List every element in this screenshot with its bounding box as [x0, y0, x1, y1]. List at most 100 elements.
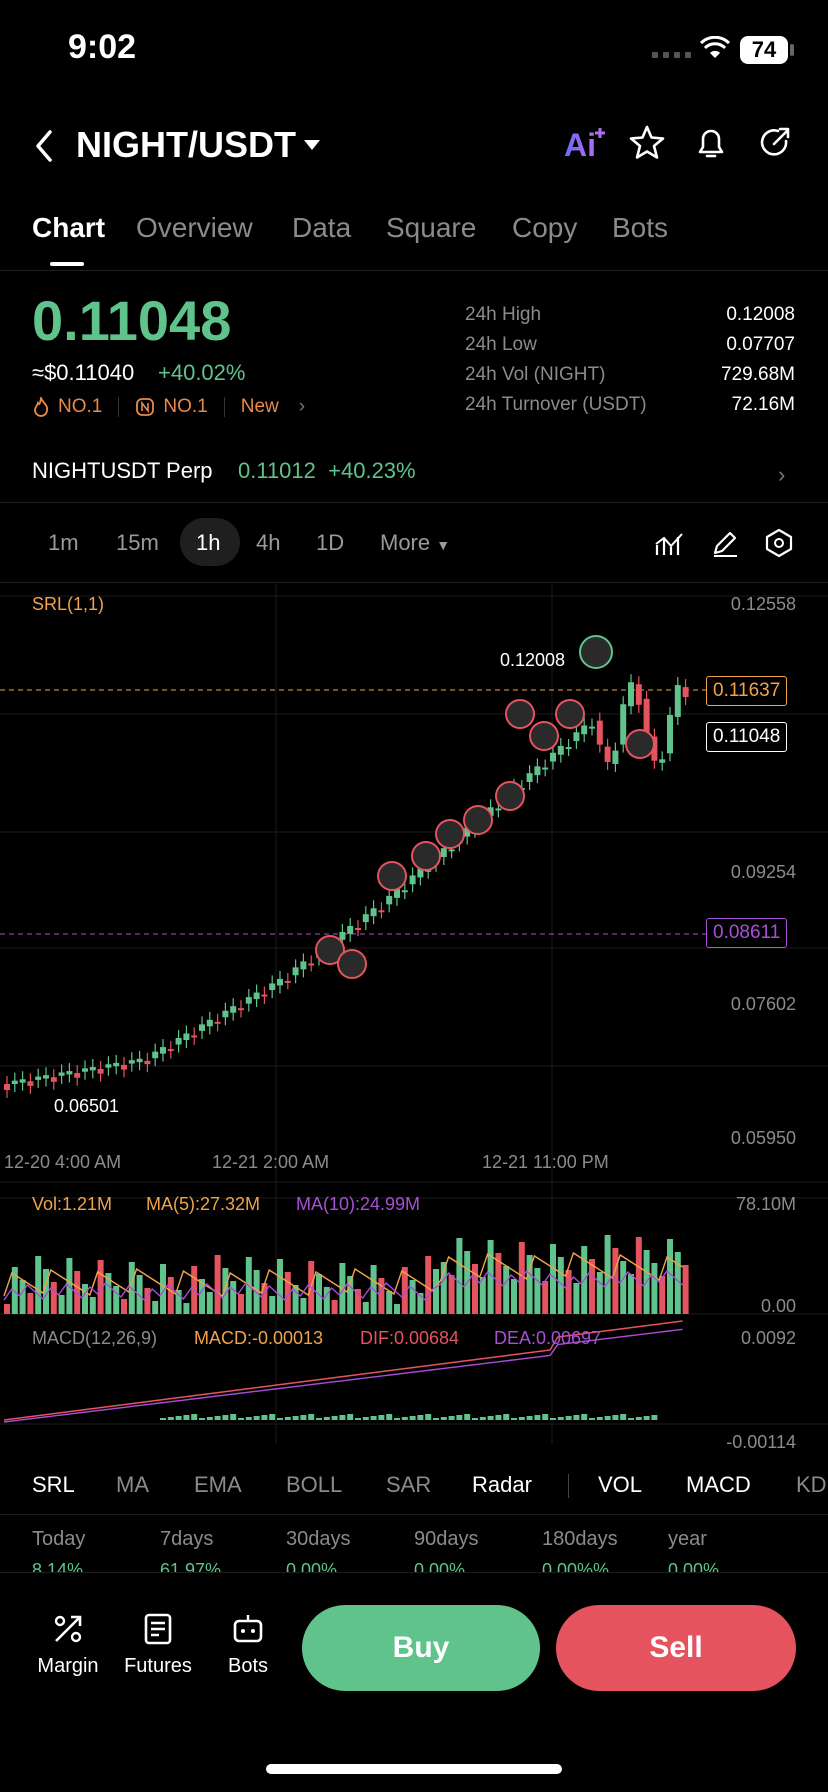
volume-bar	[417, 1293, 424, 1314]
volume-bar	[183, 1303, 190, 1314]
candle	[440, 848, 447, 857]
margin-nav[interactable]: Margin	[28, 1609, 108, 1678]
macd-value: MACD:-0.00013	[194, 1328, 324, 1348]
volume-bar	[378, 1278, 385, 1314]
macd-bar	[417, 1415, 424, 1420]
volume-bar	[456, 1238, 463, 1314]
buy-button[interactable]: Buy	[302, 1605, 540, 1691]
indicator-kd[interactable]: KD	[796, 1472, 827, 1497]
y-tick-label: 0.12558	[730, 594, 796, 614]
macd-bar	[448, 1416, 455, 1420]
star-icon[interactable]	[628, 124, 666, 162]
avatar-marker	[337, 949, 367, 979]
back-arrow-icon[interactable]	[32, 128, 56, 164]
avatar-marker	[529, 721, 559, 751]
dea-line	[3, 1328, 683, 1423]
macd-bar	[581, 1414, 588, 1420]
candle	[347, 926, 354, 934]
price-chart[interactable]: SRL(1,1) 0.12558 0.09254 0.07602 0.05950…	[0, 584, 828, 1452]
volume-bar	[409, 1280, 416, 1314]
tab-square[interactable]: Square	[386, 212, 477, 243]
period-label: 90days	[414, 1528, 479, 1550]
macd-bar	[596, 1417, 603, 1420]
interval-4h[interactable]: 4h	[256, 530, 281, 555]
home-indicator[interactable]	[266, 1764, 562, 1774]
bots-nav[interactable]: Bots	[208, 1609, 288, 1678]
new-label[interactable]: New	[240, 396, 279, 417]
indicator-boll[interactable]: BOLL	[286, 1472, 343, 1497]
volume-bar	[674, 1252, 681, 1314]
current-price-tag[interactable]: 0.11048	[706, 722, 788, 752]
volume-bar	[573, 1283, 580, 1314]
macd-bar	[292, 1416, 299, 1420]
sell-button[interactable]: Sell	[556, 1605, 796, 1691]
pair-title[interactable]: NIGHT/USDT	[76, 124, 296, 165]
candlestick-chart[interactable]	[0, 584, 828, 1444]
macd-bar	[503, 1414, 510, 1420]
candle	[19, 1079, 26, 1083]
candle	[89, 1067, 96, 1071]
indicator-macd[interactable]: MACD	[686, 1472, 751, 1497]
rank-hot[interactable]: NO.1	[58, 396, 103, 417]
chevron-right-icon[interactable]: ›	[298, 396, 306, 417]
share-icon[interactable]	[756, 124, 794, 162]
candle	[604, 746, 611, 762]
candle	[339, 931, 346, 940]
indicator-ema[interactable]: EMA	[194, 1472, 242, 1497]
macd-bar	[651, 1415, 658, 1420]
interval-1d[interactable]: 1D	[316, 530, 345, 555]
volume-bar	[74, 1271, 81, 1314]
x-tick-label: 12-20 4:00 AM	[4, 1152, 122, 1172]
volume-bar	[284, 1272, 291, 1314]
pencil-icon[interactable]	[710, 528, 740, 558]
pair-dropdown-caret-icon[interactable]	[304, 140, 320, 150]
macd-bar	[456, 1415, 463, 1420]
indicator-radar[interactable]: Radar	[472, 1472, 532, 1497]
indicator-sar[interactable]: SAR	[386, 1472, 432, 1497]
indicator-ma[interactable]: MA	[116, 1472, 149, 1497]
candle	[487, 807, 494, 817]
stat-row: 24h Low 0.07707	[465, 334, 795, 364]
stat-row: 24h Vol (NIGHT) 729.68M	[465, 364, 795, 394]
macd-bar	[573, 1415, 580, 1420]
tab-overview[interactable]: Overview	[136, 212, 253, 243]
macd-bar	[565, 1416, 572, 1420]
tab-data[interactable]: Data	[292, 212, 352, 243]
rank-new[interactable]: NO.1	[163, 396, 208, 417]
stat-value: 729.68M	[721, 364, 795, 385]
vol-label: Vol:1.21M	[32, 1194, 113, 1214]
candle	[550, 752, 556, 762]
interval-1m[interactable]: 1m	[48, 530, 79, 555]
candle	[199, 1024, 205, 1031]
bell-icon[interactable]	[692, 124, 730, 162]
candle	[612, 750, 619, 764]
chevron-right-icon[interactable]: ›	[778, 462, 786, 487]
candle	[253, 992, 260, 1000]
macd-bar	[394, 1418, 400, 1420]
interval-more[interactable]: More ▼	[380, 530, 450, 556]
stat-label: 24h Turnover (USDT)	[465, 394, 647, 415]
candle	[378, 910, 385, 913]
indicator-srl[interactable]: SRL	[32, 1472, 75, 1497]
candle	[214, 1021, 221, 1024]
candle	[667, 714, 673, 754]
tab-chart[interactable]: Chart	[32, 212, 106, 243]
hexagon-settings-icon[interactable]	[764, 528, 794, 558]
tab-bots[interactable]: Bots	[612, 212, 669, 243]
candle	[682, 687, 689, 698]
volume-bar	[238, 1294, 244, 1314]
volume-bar	[269, 1296, 276, 1314]
tab-copy[interactable]: Copy	[512, 212, 578, 243]
macd-bar	[518, 1417, 525, 1420]
ai-icon[interactable]: Ai	[564, 124, 606, 164]
indicator-settings-icon[interactable]	[654, 528, 684, 558]
perp-name[interactable]: NIGHTUSDT Perp	[32, 458, 213, 483]
interval-1h[interactable]: 1h	[196, 530, 221, 555]
macd-bar	[191, 1414, 198, 1420]
interval-15m[interactable]: 15m	[116, 530, 159, 555]
perp-change: +40.23%	[328, 458, 416, 483]
futures-nav[interactable]: Futures	[118, 1609, 198, 1678]
volume-bar	[292, 1285, 299, 1314]
indicator-vol[interactable]: VOL	[598, 1472, 643, 1497]
dea-value: DEA:0.00697	[494, 1328, 602, 1348]
